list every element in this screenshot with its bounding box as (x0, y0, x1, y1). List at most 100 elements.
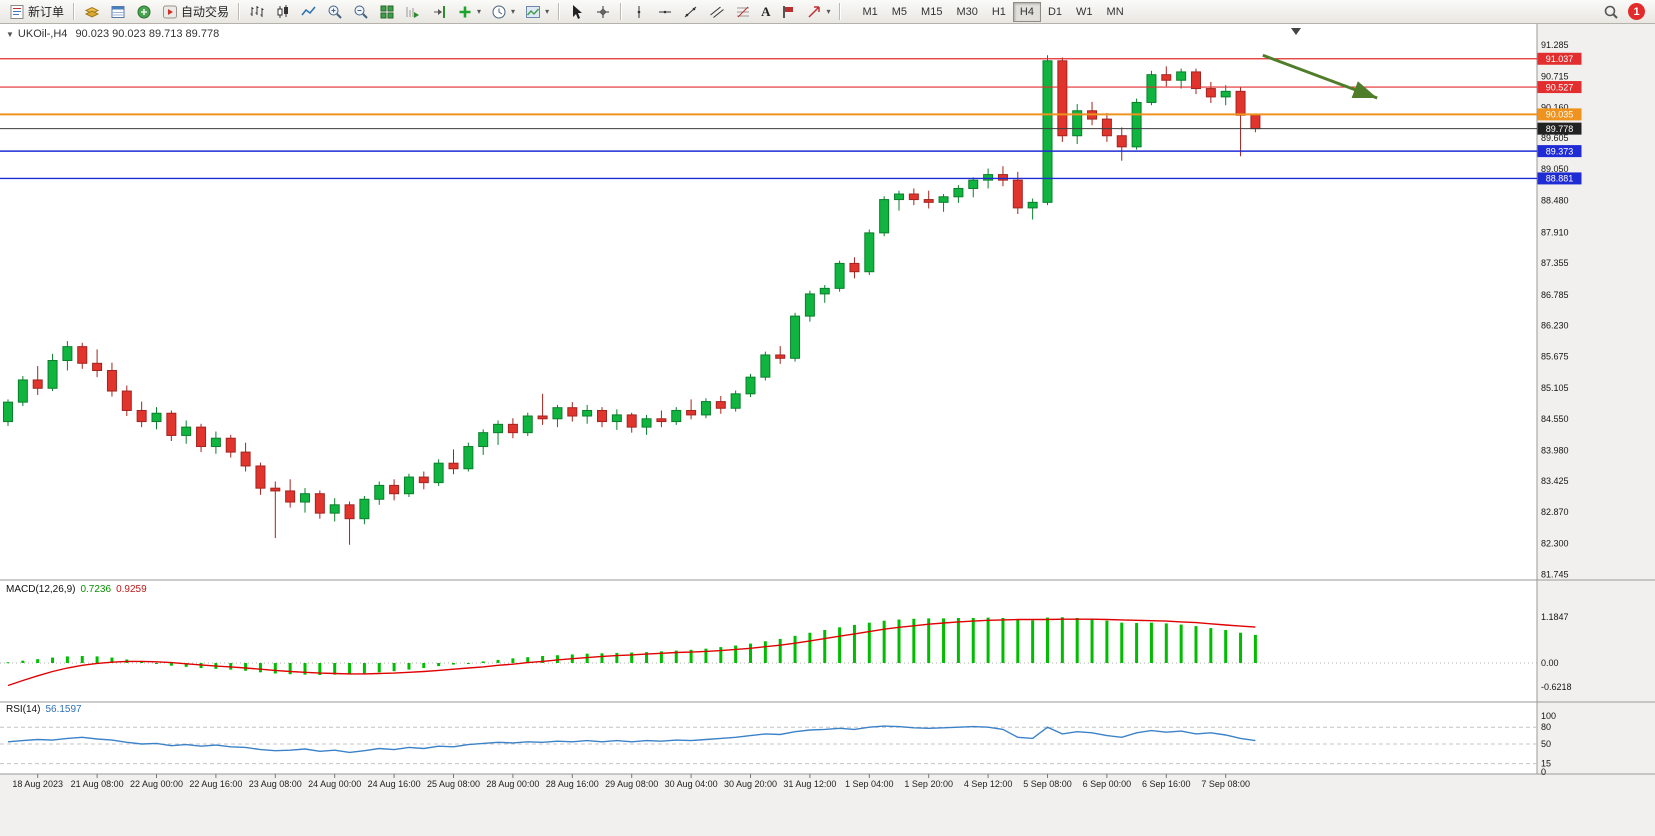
chart-area: 91.285 90.715 90.160 89.605 89.050 88.480 87.9… (0, 24, 1655, 790)
svg-text:89.050: 89.050 (1541, 164, 1569, 174)
svg-text:15: 15 (1541, 759, 1551, 769)
svg-text:1 Sep 04:00: 1 Sep 04:00 (845, 779, 894, 789)
svg-text:90.160: 90.160 (1541, 102, 1569, 112)
market-watch-button[interactable] (80, 1, 104, 22)
timeframe-m1-button[interactable]: M1 (855, 2, 884, 22)
template-icon (526, 5, 541, 18)
svg-text:28 Aug 16:00: 28 Aug 16:00 (546, 779, 599, 789)
crosshair-tool-button[interactable] (591, 1, 615, 22)
svg-text:91.037: 91.037 (1546, 54, 1574, 64)
bar-chart-type-button[interactable] (245, 1, 269, 22)
svg-text:86.785: 86.785 (1541, 290, 1569, 300)
svg-text:0.00: 0.00 (1541, 658, 1559, 668)
svg-text:6 Sep 16:00: 6 Sep 16:00 (1142, 779, 1191, 789)
timeframe-w1-button[interactable]: W1 (1069, 2, 1100, 22)
arrow-object-icon (808, 5, 821, 18)
candlestick-chart-type-button[interactable] (271, 1, 295, 22)
trendline-icon (684, 6, 697, 17)
data-window-icon (111, 5, 125, 18)
zoom-out-button[interactable] (349, 1, 373, 22)
zoom-in-button[interactable] (323, 1, 347, 22)
toolbar-separator (839, 3, 842, 20)
new-order-icon (10, 4, 24, 19)
notification-badge[interactable]: 1 (1628, 3, 1645, 20)
svg-text:88.881: 88.881 (1546, 174, 1574, 184)
horizontal-line-tool-button[interactable] (653, 1, 677, 22)
line-chart-type-icon (301, 6, 316, 15)
svg-text:25 Aug 08:00: 25 Aug 08:00 (427, 779, 480, 789)
timeframe-group: M1 M5 M15 M30 H1 H4 D1 W1 MN (855, 1, 1131, 22)
indicators-icon (459, 6, 471, 17)
svg-text:89.373: 89.373 (1546, 146, 1574, 156)
svg-text:82.300: 82.300 (1541, 539, 1569, 549)
svg-text:89.605: 89.605 (1541, 133, 1569, 143)
navigator-icon (137, 5, 151, 18)
timeframe-m30-button[interactable]: M30 (949, 2, 984, 22)
svg-text:85.675: 85.675 (1541, 351, 1569, 361)
svg-text:24 Aug 00:00: 24 Aug 00:00 (308, 779, 361, 789)
chart-shift-icon (434, 5, 446, 18)
timeframe-h1-button[interactable]: H1 (985, 2, 1013, 22)
cursor-icon (573, 4, 583, 19)
svg-text:88.480: 88.480 (1541, 196, 1569, 206)
search-button[interactable] (1599, 1, 1623, 22)
svg-text:82.870: 82.870 (1541, 507, 1569, 517)
svg-text:31 Aug 12:00: 31 Aug 12:00 (783, 779, 836, 789)
svg-text:4 Sep 12:00: 4 Sep 12:00 (964, 779, 1013, 789)
svg-text:90.715: 90.715 (1541, 72, 1569, 82)
periods-dropdown-button[interactable] (487, 1, 519, 22)
label-tool-button[interactable] (776, 1, 800, 22)
text-tool-button[interactable]: A (757, 1, 774, 22)
svg-text:0: 0 (1541, 767, 1546, 777)
trendline-tool-button[interactable] (679, 1, 703, 22)
vertical-line-tool-button[interactable] (627, 1, 651, 22)
window-bottom-strip (0, 790, 1655, 836)
timeframe-mn-button[interactable]: MN (1100, 2, 1131, 22)
tile-windows-button[interactable] (375, 1, 399, 22)
auto-scroll-button[interactable] (401, 1, 425, 22)
svg-text:80: 80 (1541, 722, 1551, 732)
chart-shift-button[interactable] (427, 1, 451, 22)
candlestick-chart-type-icon (277, 4, 289, 18)
templates-dropdown-button[interactable] (521, 1, 553, 22)
svg-text:21 Aug 08:00: 21 Aug 08:00 (71, 779, 124, 789)
svg-text:-0.6218: -0.6218 (1541, 682, 1572, 692)
svg-text:81.745: 81.745 (1541, 569, 1569, 579)
svg-text:87.355: 87.355 (1541, 258, 1569, 268)
svg-text:18 Aug 2023: 18 Aug 2023 (12, 779, 63, 789)
zoom-out-icon (354, 5, 368, 19)
market-watch-icon (84, 6, 100, 18)
label-icon (783, 5, 794, 18)
data-window-button[interactable] (106, 1, 130, 22)
svg-text:1.1847: 1.1847 (1541, 612, 1569, 622)
svg-text:24 Aug 16:00: 24 Aug 16:00 (368, 779, 421, 789)
timeframe-d1-button[interactable]: D1 (1041, 2, 1069, 22)
line-chart-type-button[interactable] (297, 1, 321, 22)
search-icon (1604, 5, 1618, 19)
timeframe-m5-button[interactable]: M5 (885, 2, 914, 22)
svg-text:6 Sep 00:00: 6 Sep 00:00 (1083, 779, 1132, 789)
fibonacci-icon (737, 6, 750, 17)
vertical-line-icon (637, 5, 641, 18)
auto-trading-button[interactable]: 自动交易 (158, 1, 233, 22)
svg-text:30 Aug 04:00: 30 Aug 04:00 (665, 779, 718, 789)
indicators-dropdown-button[interactable] (453, 1, 485, 22)
svg-text:85.105: 85.105 (1541, 383, 1569, 393)
channel-tool-button[interactable] (705, 1, 729, 22)
svg-text:87.910: 87.910 (1541, 227, 1569, 237)
fibonacci-tool-button[interactable] (731, 1, 755, 22)
new-order-button[interactable]: 新订单 (5, 1, 68, 22)
timeframe-h4-button[interactable]: H4 (1012, 1, 1041, 22)
text-tool-glyph: A (761, 3, 771, 19)
arrows-dropdown-button[interactable] (802, 1, 834, 22)
chart-canvas[interactable]: 91.285 90.715 90.160 89.605 89.050 88.480 87.9… (0, 24, 1655, 790)
svg-text:28 Aug 00:00: 28 Aug 00:00 (486, 779, 539, 789)
navigator-button[interactable] (132, 1, 156, 22)
zoom-in-icon (328, 5, 342, 19)
timeframe-m15-button[interactable]: M15 (914, 2, 949, 22)
bar-chart-type-icon (250, 5, 264, 17)
cursor-tool-button[interactable] (565, 1, 589, 22)
svg-text:84.550: 84.550 (1541, 414, 1569, 424)
new-order-label: 新订单 (28, 5, 65, 19)
